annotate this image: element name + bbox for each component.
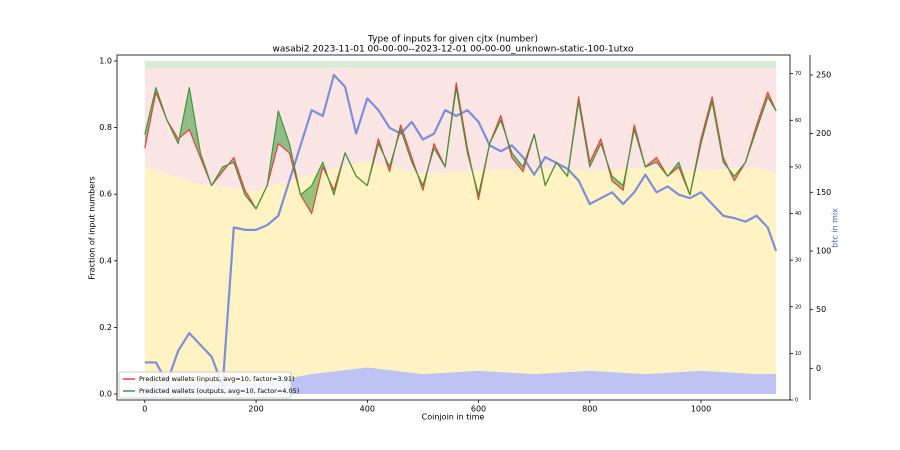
x-tick-label: 1000 xyxy=(691,405,711,414)
between-fill xyxy=(511,152,524,172)
y-tick-label: 0.8 xyxy=(99,123,112,132)
y-tick-label: 1.0 xyxy=(99,56,112,65)
y2-tick-label: 70 xyxy=(795,71,801,77)
y-tick-label: 0.6 xyxy=(99,190,112,199)
y3-tick-label: 50 xyxy=(816,305,826,314)
chart-title: Type of inputs for given cjtx (number) xyxy=(367,35,538,45)
y2-tick-label: 10 xyxy=(795,351,801,357)
x-axis-label: Coinjoin in time xyxy=(422,413,485,422)
legend-label: Predicted wallets (outputs, avg=10, fact… xyxy=(139,387,299,395)
y-tick-label: 0.4 xyxy=(99,256,112,265)
x-tick-label: 800 xyxy=(582,405,597,414)
y2-tick-label: 40 xyxy=(795,211,801,217)
stacked-area xyxy=(144,67,777,191)
y-axis-label: Fraction of input numbers xyxy=(88,176,97,279)
y2-tick-label: 30 xyxy=(795,258,801,264)
stacked-area xyxy=(144,60,777,68)
y3-tick-label: 0 xyxy=(816,364,821,373)
y3-tick-label: 100 xyxy=(816,246,831,255)
x-tick-label: 400 xyxy=(360,405,375,414)
legend-label: Predicted wallets (inputs, avg=10, facto… xyxy=(139,375,295,383)
stacked-area xyxy=(144,367,777,395)
x-tick-label: 0 xyxy=(142,405,147,414)
y2-tick-label: 60 xyxy=(795,118,801,124)
chart-subtitle: wasabi2 2023-11-01 00-00-00--2023-12-01 … xyxy=(273,45,634,55)
y3-tick-label: 200 xyxy=(816,129,831,138)
line xyxy=(144,87,777,210)
legend-box xyxy=(118,371,292,399)
y3-tick-label: 150 xyxy=(816,188,831,197)
line xyxy=(144,82,777,215)
y2-tick-label: 20 xyxy=(795,304,801,310)
x-tick-label: 600 xyxy=(471,405,486,414)
plot-frame xyxy=(116,54,791,401)
y-tick-label: 0.2 xyxy=(99,323,112,332)
x-tick-label: 200 xyxy=(248,405,263,414)
stacked-area xyxy=(144,160,777,385)
y2-tick-label: 0 xyxy=(795,398,798,404)
between-fill xyxy=(612,176,624,191)
y-tick-label: 0.0 xyxy=(99,390,112,399)
y2-tick-label: 50 xyxy=(795,164,801,170)
y3-tick-label: 250 xyxy=(816,70,831,79)
y3-axis-label: btc in mix xyxy=(831,208,840,248)
between-fill xyxy=(278,110,290,153)
